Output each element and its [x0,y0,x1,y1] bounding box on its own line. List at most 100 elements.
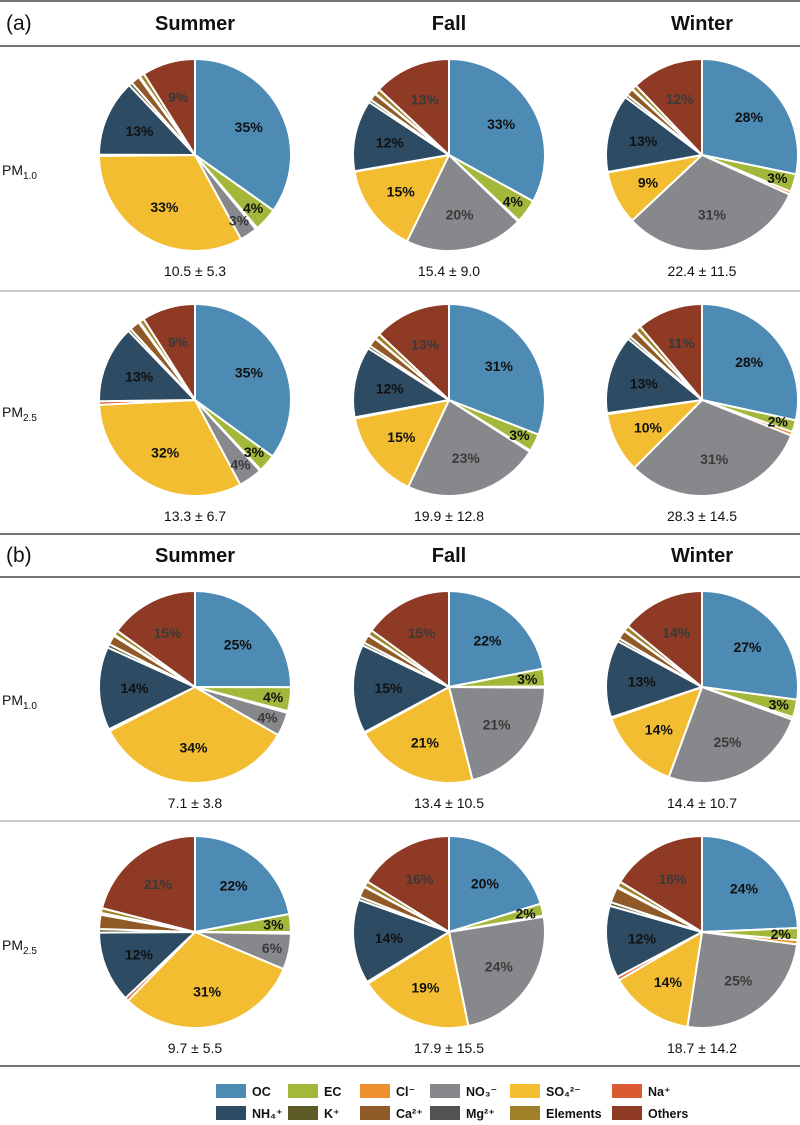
pie-b-PM25-winter-slice-nh4 [605,904,703,978]
pie-b-PM10-summer-label-oc: 25% [224,636,253,652]
pie-a-PM25-winter-label-oc: 28% [735,354,764,370]
panel-b-season-winter: Winter [671,545,733,567]
legend-swatch-k [288,1106,318,1120]
pie-a-PM25-winter: 28% 2% 31% 10% 13% 11% 28.3 ± 14.5 [605,303,799,524]
pie-a-PM10-winter-label-others: 12% [666,91,695,107]
pie-b-PM10-fall-total: 13.4 ± 10.5 [414,795,484,811]
pie-b-PM25-summer-slice-others [101,835,196,933]
legend-swatch-nh4 [216,1106,246,1120]
pie-b-PM25-winter-slice-others [619,835,703,933]
pie-b-PM10-winter-slice-others [626,590,703,688]
pie-b-PM25-fall-label-ec: 2% [515,906,536,922]
row-label-b-pm1: PM1.0 [2,692,37,712]
pie-a-PM25-winter-label-so4: 10% [634,419,663,435]
pie-b-PM10-summer-slice-nh4 [98,646,196,731]
pie-b-PM25-summer-label-ec: 3% [263,917,284,933]
pie-b-PM10-winter: 27% 3% 25% 14% 13% 14% 14.4 ± 10.7 [605,590,799,811]
pie-a-PM25-fall-slice-so4 [353,399,450,488]
pie-a-PM25-summer-slice-others [142,303,196,401]
pie-a-PM10-fall-slice-so4 [353,154,450,243]
legend-label-mg: Mg²⁺ [466,1107,495,1121]
legend-label-cl: Cl⁻ [396,1085,415,1099]
panel-b-label: (b) [6,544,32,567]
pie-a-PM25-summer-label-nh4: 13% [125,369,154,385]
legend-swatch-elements [510,1106,540,1120]
pie-b-PM10-winter-slice-oc [701,590,799,701]
pie-b-PM25-fall-slice-no3 [448,915,546,1028]
pie-a-PM10-summer-label-ec: 4% [243,200,264,216]
legend: OC EC Cl⁻ NO₃⁻ SO₄²⁻ Na⁺ NH₄⁺ K⁺ Ca²⁺ Mg²⁺ Element… [216,1084,688,1121]
legend-swatch-others [612,1106,642,1120]
legend-swatch-so4 [510,1084,540,1098]
pie-a-PM10-fall-slice-nh4 [352,101,450,173]
pie-a-PM25-fall-slice-nh4 [352,347,450,419]
pie-b-PM25-summer-slice-nh4 [98,931,196,1000]
pie-b-PM25-winter-total: 18.7 ± 14.2 [667,1040,737,1056]
pie-b-PM25-fall-slice-nh4 [352,898,450,983]
pie-a-PM25-fall-label-no3: 23% [452,450,481,466]
pie-a-PM25-fall-slice-others [378,303,450,401]
pie-a-PM25-fall-label-oc: 31% [485,358,514,374]
pie-a-PM25-winter-label-no3: 31% [700,451,729,467]
pie-a-PM10-summer-slice-oc [194,58,292,212]
pie-a-PM10-winter-total: 22.4 ± 11.5 [668,263,737,279]
pie-a-PM25-fall-label-so4: 15% [387,429,416,445]
pie-a-PM10-summer-total: 10.5 ± 5.3 [164,263,226,279]
pie-b-PM25-fall-slice-oc [448,835,542,933]
pie-a-PM10-winter-label-no3: 31% [698,207,727,223]
pie-a-PM25-winter-total: 28.3 ± 14.5 [667,508,737,524]
pie-a-PM10-fall: 33% 4% 20% 15% 12% 13% 15.4 ± 9.0 [352,58,547,279]
pie-b-PM10-winter-label-others: 14% [662,624,691,640]
pie-a-PM10-winter-label-so4: 9% [638,174,659,190]
pie-b-PM25-winter-label-others: 16% [658,871,687,887]
pie-a-PM25-summer-label-no3: 4% [230,456,251,472]
pie-a-PM25-winter-slice-oc [701,303,799,422]
pie-b-PM10-winter-slice-so4 [610,686,703,779]
pie-a-PM25-winter-slice-nh4 [605,337,703,415]
pie-b-PM10-fall-label-oc: 22% [473,632,502,648]
pie-a-PM10-winter-slice-oc [701,58,799,176]
pie-a-PM25-summer-label-ec: 3% [244,444,265,460]
legend-swatch-oc [216,1084,246,1098]
pie-a-PM25-fall-label-ec: 3% [509,427,530,443]
pie-b-PM10-winter-slice-no3 [667,686,794,784]
pie-a-PM25-fall: 31% 3% 23% 15% 12% 13% 19.9 ± 12.8 [352,303,546,524]
pie-b-PM10-summer-label-ec: 4% [263,689,284,705]
pie-a-PM10-fall-slice-no3 [406,154,520,252]
pie-b-PM25-winter-label-so4: 14% [654,974,683,990]
pie-b-PM10-winter-total: 14.4 ± 10.7 [667,795,737,811]
pie-b-PM25-fall-label-oc: 20% [471,875,500,891]
pie-a-PM25-summer: 35% 3%4% 32% 13% 9% 13.3 ± 6.7 [98,303,292,524]
pie-a-PM25-summer-slice-so4 [98,399,242,497]
pie-a-PM25-winter-label-ec: 2% [768,414,789,430]
pie-b-PM10-summer-slice-so4 [108,686,280,784]
pie-b-PM25-summer-label-others: 21% [144,876,173,892]
legend-swatch-ca [360,1106,390,1120]
pie-a-PM25-fall-label-others: 13% [411,337,440,353]
legend-swatch-cl [360,1084,390,1098]
panel-b-season-summer: Summer [155,545,235,567]
pie-a-PM25-winter-slice-no3 [633,399,793,497]
pie-b-PM25-fall-label-others: 16% [405,871,434,887]
pie-a-PM10-fall-label-no3: 20% [446,207,475,223]
pie-b-PM10-fall-label-so4: 21% [411,735,440,751]
pie-b-PM10-fall-label-no3: 21% [483,716,512,732]
pie-a-PM10-fall-label-others: 13% [411,92,440,108]
pie-b-PM10-summer-slice-others [116,590,196,688]
pie-a-PM25-winter-label-others: 11% [668,335,696,351]
pie-b-PM25-fall-slice-others [366,835,450,933]
pie-b-PM25-winter: 24% 2% 25% 14% 12% 16% 18.7 ± 14.2 [605,835,799,1056]
pie-a-PM10-fall-label-ec: 4% [503,193,524,209]
pie-b-PM10-fall-slice-so4 [363,686,474,785]
pie-a-PM10-summer-label-no3: 3% [229,212,250,228]
legend-label-ca: Ca²⁺ [396,1107,423,1121]
pie-a-PM10-summer: 35% 4%3% 33% 13% 9% 10.5 ± 5.3 [97,58,292,279]
pie-b-PM10-winter-slice-nh4 [605,640,703,719]
legend-swatch-ec [288,1084,318,1098]
pie-b-PM10-summer-label-so4: 34% [179,740,208,756]
legend-label-oc: OC [252,1085,271,1099]
pie-a-PM10-winter-label-oc: 28% [735,109,764,125]
pie-a-PM10-fall-label-nh4: 12% [376,135,405,151]
pie-a-PM10-summer-slice-others [142,58,196,156]
